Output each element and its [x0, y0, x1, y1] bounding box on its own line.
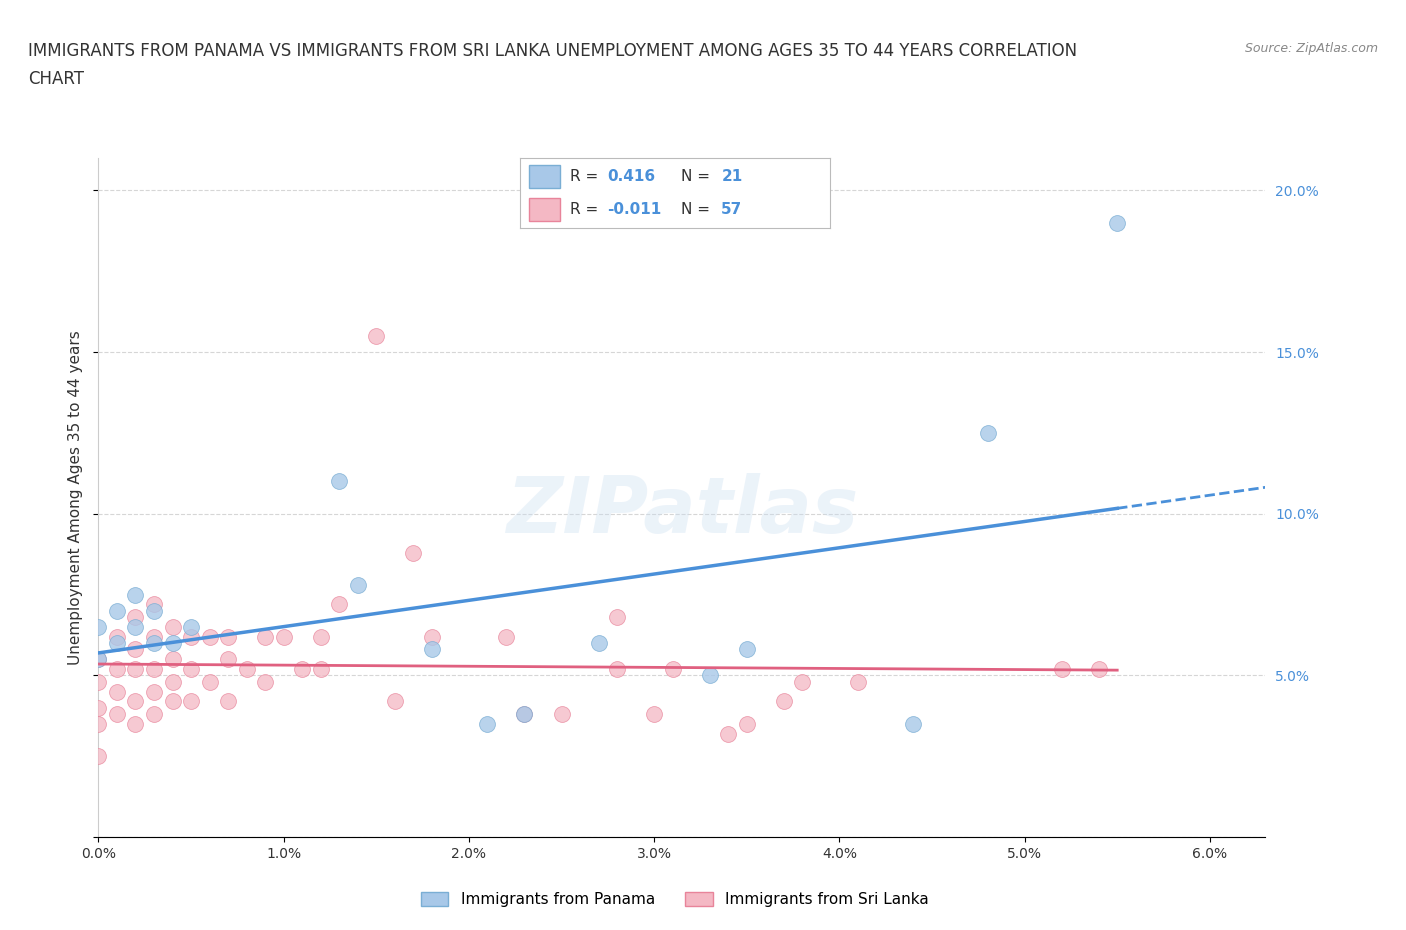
Point: [124, 610, 146, 625]
Point: [124, 642, 146, 657]
Point: [198, 629, 221, 644]
Text: ZIPatlas: ZIPatlas: [506, 473, 858, 549]
Point: [588, 635, 610, 650]
Point: [105, 707, 128, 722]
FancyBboxPatch shape: [530, 166, 561, 188]
Point: [903, 716, 925, 731]
Point: [976, 425, 998, 440]
Point: [124, 661, 146, 676]
Point: [699, 668, 721, 683]
Text: N =: N =: [681, 202, 714, 217]
Text: Source: ZipAtlas.com: Source: ZipAtlas.com: [1244, 42, 1378, 55]
Point: [735, 716, 758, 731]
Point: [846, 674, 869, 689]
Point: [328, 474, 350, 489]
Point: [162, 674, 184, 689]
Point: [87, 652, 110, 667]
Point: [162, 694, 184, 709]
Point: [606, 610, 628, 625]
Point: [180, 661, 202, 676]
Point: [1087, 661, 1109, 676]
Point: [180, 694, 202, 709]
Point: [291, 661, 314, 676]
Point: [105, 684, 128, 699]
Point: [143, 707, 166, 722]
Point: [346, 578, 368, 592]
Point: [254, 629, 277, 644]
Point: [309, 661, 332, 676]
Point: [495, 629, 517, 644]
Point: [273, 629, 295, 644]
Point: [792, 674, 814, 689]
Point: [87, 700, 110, 715]
Point: [124, 716, 146, 731]
Point: [217, 629, 239, 644]
Point: [420, 629, 443, 644]
Point: [87, 674, 110, 689]
Y-axis label: Unemployment Among Ages 35 to 44 years: Unemployment Among Ages 35 to 44 years: [67, 330, 83, 665]
Point: [254, 674, 277, 689]
Point: [513, 707, 536, 722]
Point: [124, 619, 146, 634]
Point: [124, 694, 146, 709]
Point: [550, 707, 572, 722]
Point: [143, 629, 166, 644]
Point: [217, 694, 239, 709]
Point: [143, 635, 166, 650]
Point: [143, 661, 166, 676]
Point: [180, 629, 202, 644]
Point: [162, 652, 184, 667]
Point: [180, 619, 202, 634]
Point: [217, 652, 239, 667]
Point: [477, 716, 499, 731]
Point: [235, 661, 257, 676]
Text: R =: R =: [569, 202, 603, 217]
Point: [606, 661, 628, 676]
Point: [735, 642, 758, 657]
Point: [87, 619, 110, 634]
Text: R =: R =: [569, 169, 603, 184]
Point: [661, 661, 683, 676]
Point: [1107, 216, 1129, 231]
Point: [105, 661, 128, 676]
Point: [198, 674, 221, 689]
Point: [1050, 661, 1073, 676]
Point: [105, 629, 128, 644]
Point: [105, 635, 128, 650]
Text: -0.011: -0.011: [607, 202, 661, 217]
Text: 21: 21: [721, 169, 742, 184]
Point: [420, 642, 443, 657]
Point: [643, 707, 665, 722]
Text: CHART: CHART: [28, 70, 84, 87]
Point: [402, 545, 425, 560]
Point: [309, 629, 332, 644]
Point: [143, 597, 166, 612]
Legend: Immigrants from Panama, Immigrants from Sri Lanka: Immigrants from Panama, Immigrants from …: [415, 885, 935, 913]
Point: [772, 694, 794, 709]
Point: [143, 604, 166, 618]
Text: IMMIGRANTS FROM PANAMA VS IMMIGRANTS FROM SRI LANKA UNEMPLOYMENT AMONG AGES 35 T: IMMIGRANTS FROM PANAMA VS IMMIGRANTS FRO…: [28, 42, 1077, 60]
Point: [124, 587, 146, 602]
FancyBboxPatch shape: [530, 198, 561, 221]
Point: [513, 707, 536, 722]
Point: [143, 684, 166, 699]
Point: [162, 635, 184, 650]
Point: [328, 597, 350, 612]
Point: [717, 726, 740, 741]
Point: [87, 652, 110, 667]
Point: [366, 328, 388, 343]
Point: [105, 604, 128, 618]
Point: [87, 716, 110, 731]
Text: 57: 57: [721, 202, 742, 217]
Text: 0.416: 0.416: [607, 169, 655, 184]
Text: N =: N =: [681, 169, 714, 184]
Point: [384, 694, 406, 709]
Point: [87, 749, 110, 764]
Point: [162, 619, 184, 634]
